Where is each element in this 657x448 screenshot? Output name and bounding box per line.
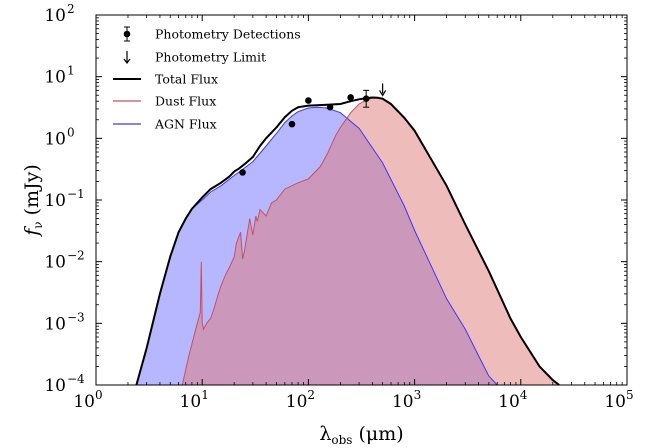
axis-title-layer: λobs (μm) fν (mJy) bbox=[21, 164, 404, 447]
legend-label: AGN Flux bbox=[154, 117, 217, 132]
legend: Photometry Detections Photometry Limit Tot… bbox=[113, 26, 301, 132]
y-tick-label: 102 bbox=[44, 2, 74, 26]
legend-entry: Photometry Detections bbox=[123, 26, 301, 42]
legend-label: Photometry Limit bbox=[155, 50, 266, 65]
y-tick-label: 10−3 bbox=[44, 310, 84, 334]
limit-arrow-head bbox=[379, 90, 387, 97]
x-tick-label: 104 bbox=[498, 388, 528, 412]
y-tick-label: 10−1 bbox=[44, 187, 84, 211]
detection-point bbox=[362, 95, 370, 102]
x-tick-label: 102 bbox=[286, 388, 315, 412]
x-tick-label: 103 bbox=[392, 388, 421, 412]
detection-point bbox=[239, 169, 246, 176]
legend-detection-marker bbox=[123, 30, 131, 38]
detection-point bbox=[347, 94, 354, 101]
legend-entry: AGN Flux bbox=[113, 117, 217, 132]
x-tick-label: 101 bbox=[180, 388, 209, 412]
area-layer bbox=[136, 98, 560, 385]
tick-layer: 100 101 102 103 104 105 10−4 10−3 10−2 10−1 100 101… bbox=[44, 2, 633, 412]
y-tick-label: 10−4 bbox=[44, 372, 85, 396]
x-tick-label: 105 bbox=[604, 388, 633, 412]
legend-label: Total Flux bbox=[155, 72, 218, 87]
x-tick-label: 100 bbox=[73, 388, 102, 412]
legend-entry: Photometry Limit bbox=[123, 50, 266, 65]
x-axis-title: λobs (μm) bbox=[319, 423, 403, 447]
detection-point bbox=[326, 103, 334, 111]
line-layer bbox=[135, 96, 560, 386]
photometry-layer bbox=[239, 83, 387, 176]
dust-flux-area bbox=[182, 98, 560, 385]
legend-limit-head bbox=[123, 58, 131, 64]
detection-point bbox=[305, 97, 312, 104]
y-axis-title: fν (mJy) bbox=[21, 164, 45, 238]
detection-point bbox=[288, 120, 296, 128]
legend-entry: Dust Flux bbox=[113, 94, 216, 109]
y-tick-label: 101 bbox=[44, 64, 74, 88]
y-tick-label: 100 bbox=[44, 125, 74, 149]
y-tick-label: 10−2 bbox=[44, 249, 84, 273]
legend-entry: Total Flux bbox=[113, 72, 218, 87]
total-flux-line bbox=[135, 96, 560, 386]
legend-label: Photometry Detections bbox=[155, 27, 301, 42]
legend-label: Dust Flux bbox=[155, 94, 216, 109]
